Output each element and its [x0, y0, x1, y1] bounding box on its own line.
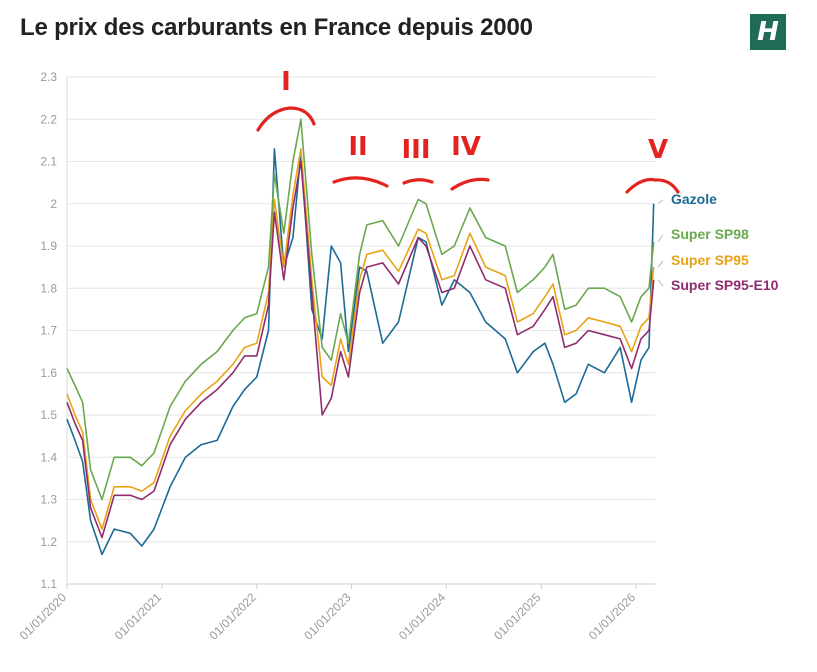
legend-label: Super SP95-E10	[671, 277, 779, 293]
legend-label: Super SP98	[671, 226, 749, 242]
series-line-super-sp95	[66, 148, 655, 530]
x-tick-label: 01/01/2021	[112, 590, 165, 643]
y-tick-label: 2.1	[40, 155, 57, 169]
grid-lines	[67, 76, 655, 585]
axes: 1.1 1.2 1.3 1.4 1.5 1.6 1.7 1.8 1.9 2 2.1 2.2 2.3 01/…	[17, 70, 655, 643]
y-tick-label: 1.1	[40, 577, 57, 591]
y-tick-label: 1.6	[40, 366, 57, 380]
x-tick-label: 01/01/2020	[17, 590, 70, 643]
brand-logo: H	[750, 14, 786, 50]
legend-connector	[657, 279, 664, 287]
annotation-arc	[450, 177, 490, 191]
legend-label: Super SP95	[671, 252, 749, 268]
x-tick-label: 01/01/2023	[301, 590, 354, 643]
chart-title: Le prix des carburants en France depuis …	[20, 14, 533, 41]
y-tick-label: 2.2	[40, 112, 57, 126]
series-lines	[66, 118, 655, 556]
annotation-label: V	[648, 135, 668, 165]
series-line-gazole	[66, 148, 655, 556]
x-tick-label: 01/01/2022	[207, 590, 260, 643]
legend: Gazole Super SP98 Super SP95 Super SP95-E10	[657, 191, 779, 293]
x-tick-label: 01/01/2026	[586, 590, 639, 643]
annotation-arc	[332, 176, 389, 188]
annotation-label: II	[348, 132, 367, 162]
legend-connector	[657, 199, 664, 205]
annotation-arc	[256, 106, 316, 132]
y-tick-label: 1.3	[40, 493, 57, 507]
series-line-super-sp95-e10	[66, 160, 655, 539]
y-tick-label: 1.7	[40, 324, 57, 338]
x-tick-label: 01/01/2024	[396, 590, 449, 643]
y-tick-label: 1.4	[40, 450, 57, 464]
y-tick-label: 1.5	[40, 408, 57, 422]
hand-annotations: III III IV V	[256, 67, 680, 194]
series-line-super-sp98	[66, 118, 655, 501]
legend-label: Gazole	[671, 191, 717, 207]
legend-connector	[657, 260, 664, 268]
x-tick-label: 01/01/2025	[491, 590, 544, 643]
annotation-label: I	[281, 67, 291, 97]
y-tick-label: 1.2	[40, 535, 57, 549]
y-tick-label: 1.9	[40, 239, 57, 253]
y-tick-label: 2.3	[40, 70, 57, 84]
annotation-label: IV	[451, 132, 481, 162]
annotation-arc	[402, 178, 434, 185]
annotation-arc	[625, 177, 680, 194]
legend-connector	[657, 234, 664, 243]
y-tick-label: 1.8	[40, 281, 57, 295]
annotation-label: III	[401, 135, 430, 165]
y-tick-label: 2	[50, 197, 57, 211]
